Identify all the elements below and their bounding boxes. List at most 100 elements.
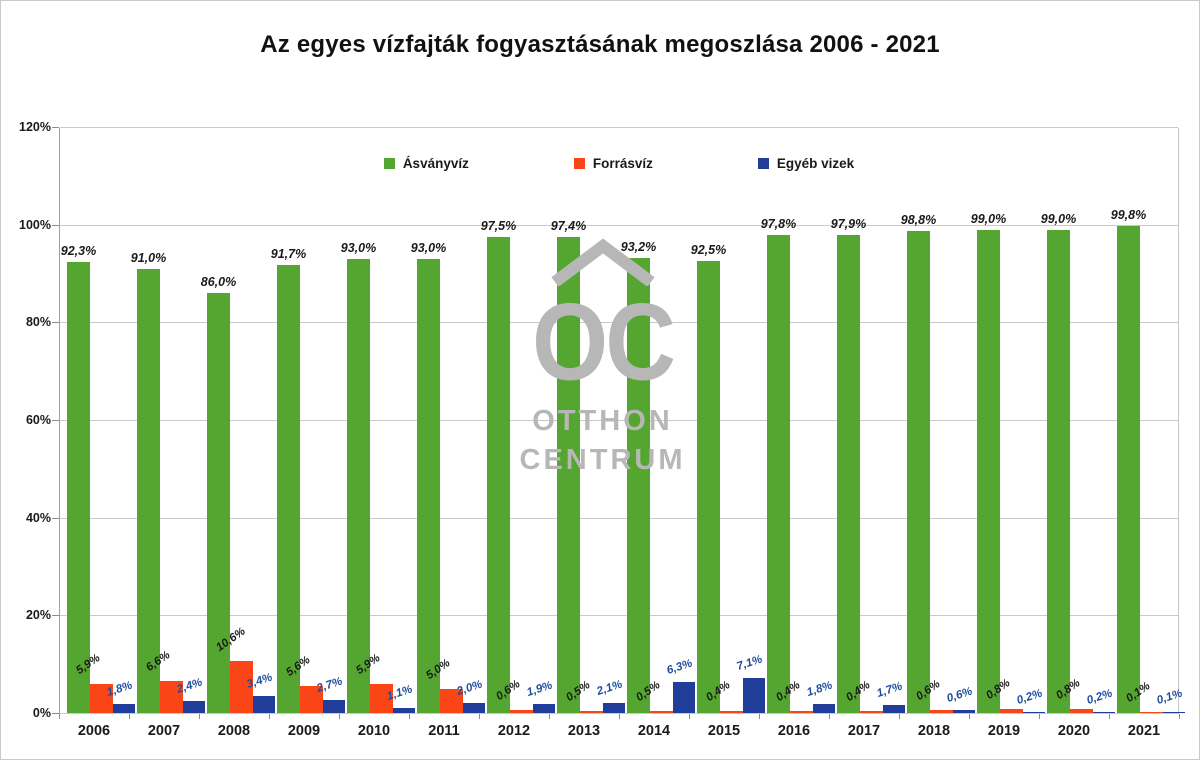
bar-forrasviz-2012 — [510, 710, 533, 713]
bar-forrasviz-2008 — [230, 661, 253, 713]
bar-label-asvanyviz-2011: 93,0% — [410, 240, 447, 255]
bar-forrasviz-2007 — [160, 680, 183, 713]
x-tick-label-2019: 2019 — [987, 723, 1021, 739]
bar-label-asvanyviz-2014: 93,2% — [620, 239, 657, 254]
bar-asvanyviz-2019 — [977, 229, 1000, 713]
chart-title: Az egyes vízfajták fogyasztásának megosz… — [260, 31, 940, 58]
bar-label-egyeb-vizek-2012: 1,9% — [525, 679, 554, 699]
gridline-80% — [60, 322, 1178, 324]
legend-swatch-forrasviz — [573, 158, 585, 169]
x-tick — [1039, 714, 1040, 719]
bar-egyeb-vizek-2017 — [883, 704, 905, 713]
gridline-40% — [60, 517, 1178, 519]
bar-egyeb-vizek-2021 — [1163, 712, 1185, 713]
legend: Ásványvíz Forrásvíz Egyéb vizek — [60, 156, 1178, 171]
x-tick — [1109, 714, 1110, 719]
x-tick — [269, 714, 270, 719]
x-tick-label-2021: 2021 — [1127, 723, 1161, 739]
x-tick — [59, 714, 60, 719]
y-tick-label-80%: 80% — [25, 315, 51, 330]
bar-egyeb-vizek-2011 — [463, 703, 485, 713]
bar-forrasviz-2010 — [370, 684, 393, 713]
bar-label-egyeb-vizek-2011: 2,0% — [455, 678, 484, 699]
bar-label-egyeb-vizek-2007: 2,4% — [175, 676, 204, 697]
gridline-60% — [60, 420, 1178, 421]
bar-label-egyeb-vizek-2015: 7,1% — [735, 653, 764, 674]
bar-label-egyeb-vizek-2020: 0,2% — [1085, 687, 1114, 707]
bar-asvanyviz-2017 — [837, 234, 860, 713]
watermark-monogram: OC — [532, 279, 676, 403]
y-tick — [52, 322, 59, 324]
bar-asvanyviz-2007 — [137, 268, 160, 713]
bar-asvanyviz-2020 — [1047, 229, 1070, 713]
gridline-20% — [60, 615, 1178, 617]
bar-label-asvanyviz-2012: 97,5% — [480, 218, 517, 233]
bar-asvanyviz-2009 — [277, 265, 300, 713]
bar-asvanyviz-2015 — [697, 261, 720, 713]
bar-egyeb-vizek-2006 — [113, 704, 135, 713]
bar-forrasviz-2017 — [860, 711, 883, 713]
x-tick-label-2016: 2016 — [777, 723, 811, 739]
bar-forrasviz-2020 — [1070, 709, 1093, 713]
bar-asvanyviz-2014 — [627, 257, 650, 713]
bar-egyeb-vizek-2013 — [603, 702, 625, 713]
legend-item-asvanyviz: Ásványvíz — [383, 156, 469, 171]
bar-egyeb-vizek-2009 — [323, 699, 345, 713]
bar-forrasviz-2014 — [650, 710, 673, 713]
y-tick — [52, 517, 59, 519]
gridline-120% — [60, 127, 1178, 128]
y-tick-label-120%: 120% — [19, 120, 51, 134]
x-tick — [899, 714, 900, 719]
legend-label-asvanyviz: Ásványvíz — [402, 156, 469, 171]
watermark-logo: OC OTTHON CENTRUM — [515, 236, 690, 475]
legend-label-forrasviz: Forrásvíz — [592, 156, 653, 171]
x-tick-label-2008: 2008 — [217, 723, 251, 739]
bar-egyeb-vizek-2007 — [183, 701, 205, 713]
bar-label-asvanyviz-2020: 99,0% — [1040, 211, 1077, 226]
bar-forrasviz-2009 — [300, 685, 323, 713]
x-tick-label-2015: 2015 — [707, 723, 741, 739]
bar-label-egyeb-vizek-2016: 1,8% — [805, 679, 834, 700]
x-tick-label-2018: 2018 — [917, 723, 951, 739]
legend-label-egyeb-vizek: Egyéb vizek — [776, 156, 855, 171]
bar-label-egyeb-vizek-2021: 0,1% — [1155, 687, 1184, 707]
x-tick — [129, 714, 130, 719]
x-tick-label-2006: 2006 — [77, 723, 111, 739]
x-tick-label-2009: 2009 — [287, 723, 321, 739]
bar-asvanyviz-2021 — [1117, 225, 1140, 713]
bar-forrasviz-2013 — [580, 710, 603, 713]
x-tick-label-2020: 2020 — [1057, 723, 1091, 739]
bar-forrasviz-2006 — [90, 684, 113, 713]
x-tick-label-2012: 2012 — [497, 723, 531, 739]
gridline-100% — [60, 224, 1178, 226]
watermark-line2: CENTRUM — [519, 444, 686, 477]
bar-forrasviz-2018 — [930, 710, 953, 713]
bar-forrasviz-2016 — [790, 711, 813, 713]
y-tick-label-0%: 0% — [32, 706, 51, 720]
bar-label-asvanyviz-2017: 97,9% — [830, 216, 867, 231]
bar-asvanyviz-2018 — [907, 230, 930, 713]
y-tick-label-100%: 100% — [19, 217, 51, 232]
y-tick — [52, 224, 59, 226]
x-tick-label-2017: 2017 — [847, 723, 881, 739]
bar-label-asvanyviz-2006: 92,3% — [60, 244, 97, 259]
bar-egyeb-vizek-2010 — [393, 707, 415, 713]
x-tick — [339, 714, 340, 719]
x-tick-label-2011: 2011 — [428, 723, 460, 739]
bar-label-asvanyviz-2019: 99,0% — [970, 211, 1007, 226]
x-tick — [829, 714, 830, 719]
bar-egyeb-vizek-2020 — [1093, 712, 1115, 713]
bar-label-egyeb-vizek-2019: 0,2% — [1015, 687, 1044, 707]
x-tick — [409, 714, 410, 719]
bar-egyeb-vizek-2014 — [673, 682, 695, 713]
bar-egyeb-vizek-2018 — [953, 710, 975, 713]
y-tick — [52, 420, 59, 421]
bar-label-egyeb-vizek-2006: 1,8% — [105, 679, 134, 700]
bar-label-asvanyviz-2008: 86,0% — [200, 275, 237, 290]
bar-label-asvanyviz-2009: 91,7% — [270, 247, 307, 262]
x-tick — [969, 714, 970, 719]
bar-label-egyeb-vizek-2009: 2,7% — [315, 675, 344, 695]
bar-forrasviz-2015 — [720, 711, 743, 713]
bar-egyeb-vizek-2012 — [533, 703, 555, 713]
